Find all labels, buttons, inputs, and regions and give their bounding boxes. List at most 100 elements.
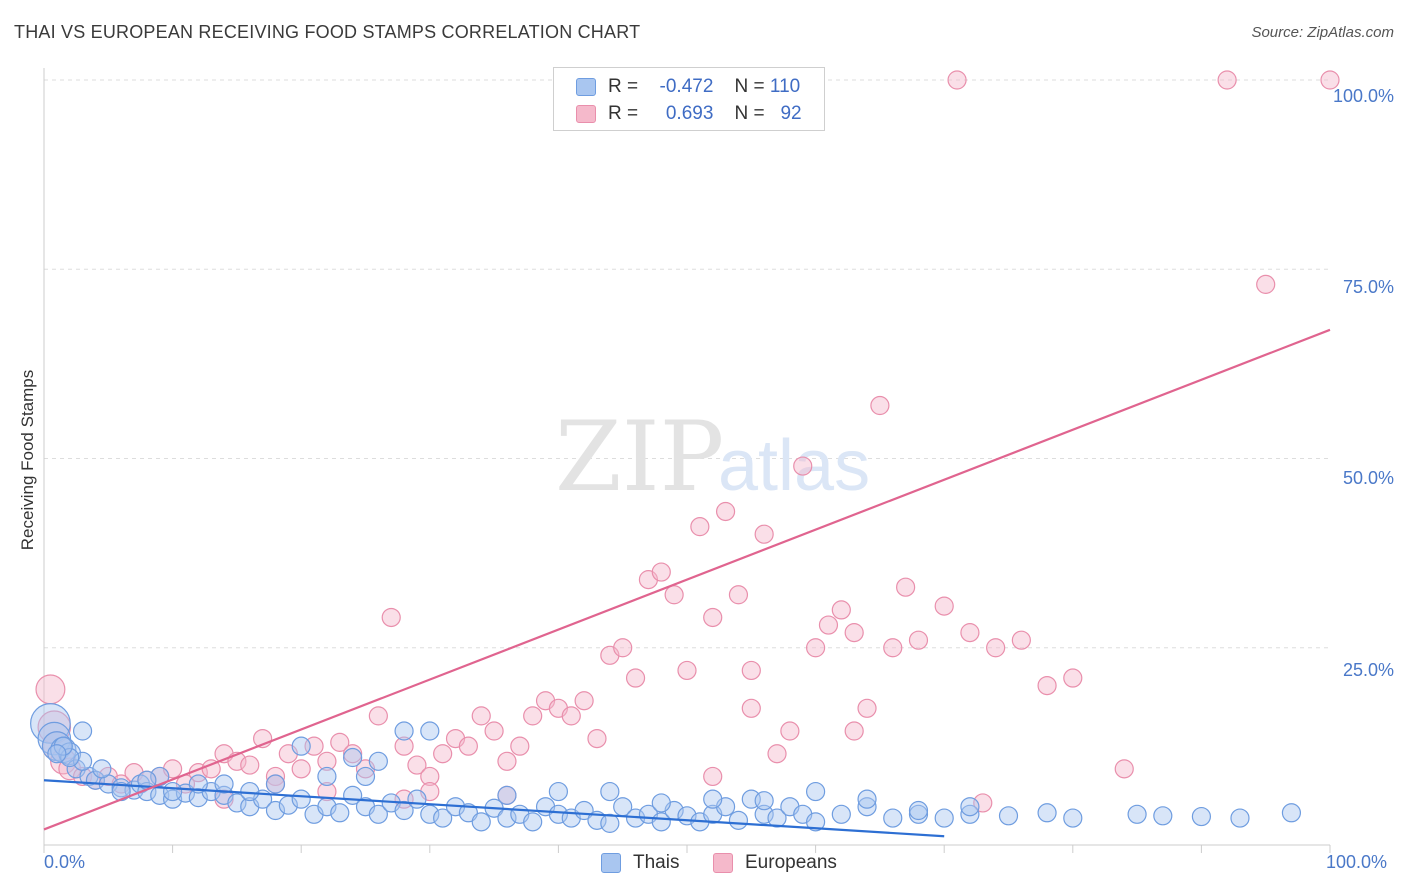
europeans-point bbox=[715, 501, 736, 522]
thais-point bbox=[355, 766, 376, 787]
thais-point bbox=[908, 800, 929, 821]
thais-point bbox=[1037, 803, 1057, 823]
y-tick-100: 100.0% bbox=[1332, 86, 1394, 106]
thais-point bbox=[420, 721, 440, 741]
europeans-point bbox=[728, 585, 749, 605]
thais-point bbox=[960, 804, 980, 824]
y-tick-75: 75.0% bbox=[1342, 277, 1394, 297]
europeans-point bbox=[240, 755, 260, 775]
bottom-legend-thais: Thais bbox=[601, 852, 679, 874]
thais-point bbox=[471, 812, 491, 832]
legend-n-label: N = bbox=[734, 76, 765, 97]
europeans-point bbox=[703, 607, 723, 628]
europeans-point bbox=[317, 781, 337, 802]
europeans-point bbox=[857, 698, 877, 718]
europeans-point bbox=[1217, 70, 1237, 90]
thais-point bbox=[433, 808, 453, 828]
chart-title: THAI VS EUROPEAN RECEIVING FOOD STAMPS C… bbox=[14, 22, 641, 42]
thais-point bbox=[330, 803, 350, 823]
thais-point bbox=[651, 793, 671, 813]
europeans-point bbox=[986, 638, 1006, 658]
europeans-point bbox=[330, 732, 350, 752]
europeans-point bbox=[420, 766, 440, 787]
europeans-point bbox=[1256, 274, 1276, 294]
thais-point bbox=[291, 789, 311, 809]
europeans-point bbox=[72, 766, 93, 787]
europeans-point bbox=[973, 793, 993, 813]
europeans-point bbox=[754, 524, 774, 544]
thais-point bbox=[548, 804, 569, 824]
thais-point bbox=[831, 804, 851, 824]
europeans-point bbox=[896, 577, 916, 597]
europeans-point bbox=[741, 660, 761, 681]
thais-point bbox=[53, 736, 73, 756]
europeans-point bbox=[677, 660, 697, 681]
thais-point bbox=[265, 800, 286, 821]
bottom-legend-europeans: Europeans bbox=[713, 852, 837, 874]
europeans-point bbox=[510, 736, 530, 756]
watermark-zip: ZIP bbox=[555, 401, 724, 513]
europeans-point bbox=[883, 638, 903, 658]
legend-row-thais: R = -0.472 N = 110 bbox=[576, 74, 800, 100]
europeans-point bbox=[497, 751, 517, 771]
thais-point bbox=[960, 797, 980, 817]
thais-point bbox=[600, 781, 620, 802]
legend-n-value: 110 bbox=[769, 76, 801, 97]
europeans-point bbox=[291, 759, 311, 779]
thais-point bbox=[728, 810, 749, 830]
thais-point bbox=[754, 791, 774, 811]
thais-point bbox=[227, 793, 247, 813]
europeans-point bbox=[664, 585, 684, 605]
thais-point bbox=[548, 781, 569, 802]
x-tick-0: 0.0% bbox=[44, 852, 86, 872]
legend-n-value: 92 bbox=[780, 103, 802, 124]
europeans-point bbox=[844, 623, 864, 643]
europeans-point bbox=[1011, 630, 1031, 650]
thais-point bbox=[163, 781, 183, 802]
europeans-point bbox=[741, 698, 761, 718]
europeans-point bbox=[1114, 759, 1134, 779]
thais-swatch bbox=[576, 78, 596, 96]
europeans-point bbox=[368, 706, 388, 726]
europeans-point bbox=[587, 728, 607, 749]
europeans-swatch bbox=[576, 105, 596, 123]
legend-r-value: 0.693 bbox=[665, 103, 714, 124]
thais-point bbox=[1063, 808, 1083, 828]
europeans-point bbox=[908, 630, 929, 650]
thais-point bbox=[47, 744, 67, 764]
legend-n-label: N = bbox=[734, 103, 765, 124]
legend-row-europeans: R = 0.693 N = 92 bbox=[576, 101, 802, 127]
thais-point bbox=[754, 804, 774, 824]
europeans-point bbox=[317, 751, 337, 771]
europeans-swatch bbox=[713, 853, 733, 873]
europeans-point bbox=[613, 638, 633, 658]
europeans-point bbox=[523, 706, 543, 726]
thais-point bbox=[857, 797, 877, 817]
thais-point bbox=[407, 789, 427, 809]
thais-point bbox=[72, 751, 93, 771]
europeans-point bbox=[767, 744, 787, 764]
europeans-point bbox=[960, 623, 980, 643]
europeans-point bbox=[265, 766, 286, 787]
europeans-point bbox=[703, 766, 723, 787]
thais-point bbox=[317, 766, 337, 787]
bottom-legend-label: Thais bbox=[633, 852, 680, 873]
thais-point bbox=[291, 736, 311, 756]
europeans-point bbox=[793, 456, 813, 476]
europeans-point bbox=[844, 721, 864, 741]
thais-point bbox=[72, 721, 93, 741]
x-tick-100: 100.0% bbox=[1326, 852, 1388, 872]
thais-point bbox=[368, 751, 388, 771]
thais-trend-line bbox=[43, 779, 945, 838]
thais-point bbox=[857, 789, 877, 809]
thais-point bbox=[600, 813, 620, 833]
thais-point bbox=[368, 804, 388, 824]
source-label: Source: ZipAtlas.com bbox=[1251, 24, 1394, 41]
watermark: ZIP atlas bbox=[555, 401, 870, 513]
europeans-point bbox=[35, 674, 66, 705]
europeans-point bbox=[458, 736, 478, 756]
legend-r-value: -0.472 bbox=[659, 76, 714, 97]
europeans-point bbox=[1320, 70, 1340, 90]
trend-lines bbox=[43, 328, 1331, 838]
